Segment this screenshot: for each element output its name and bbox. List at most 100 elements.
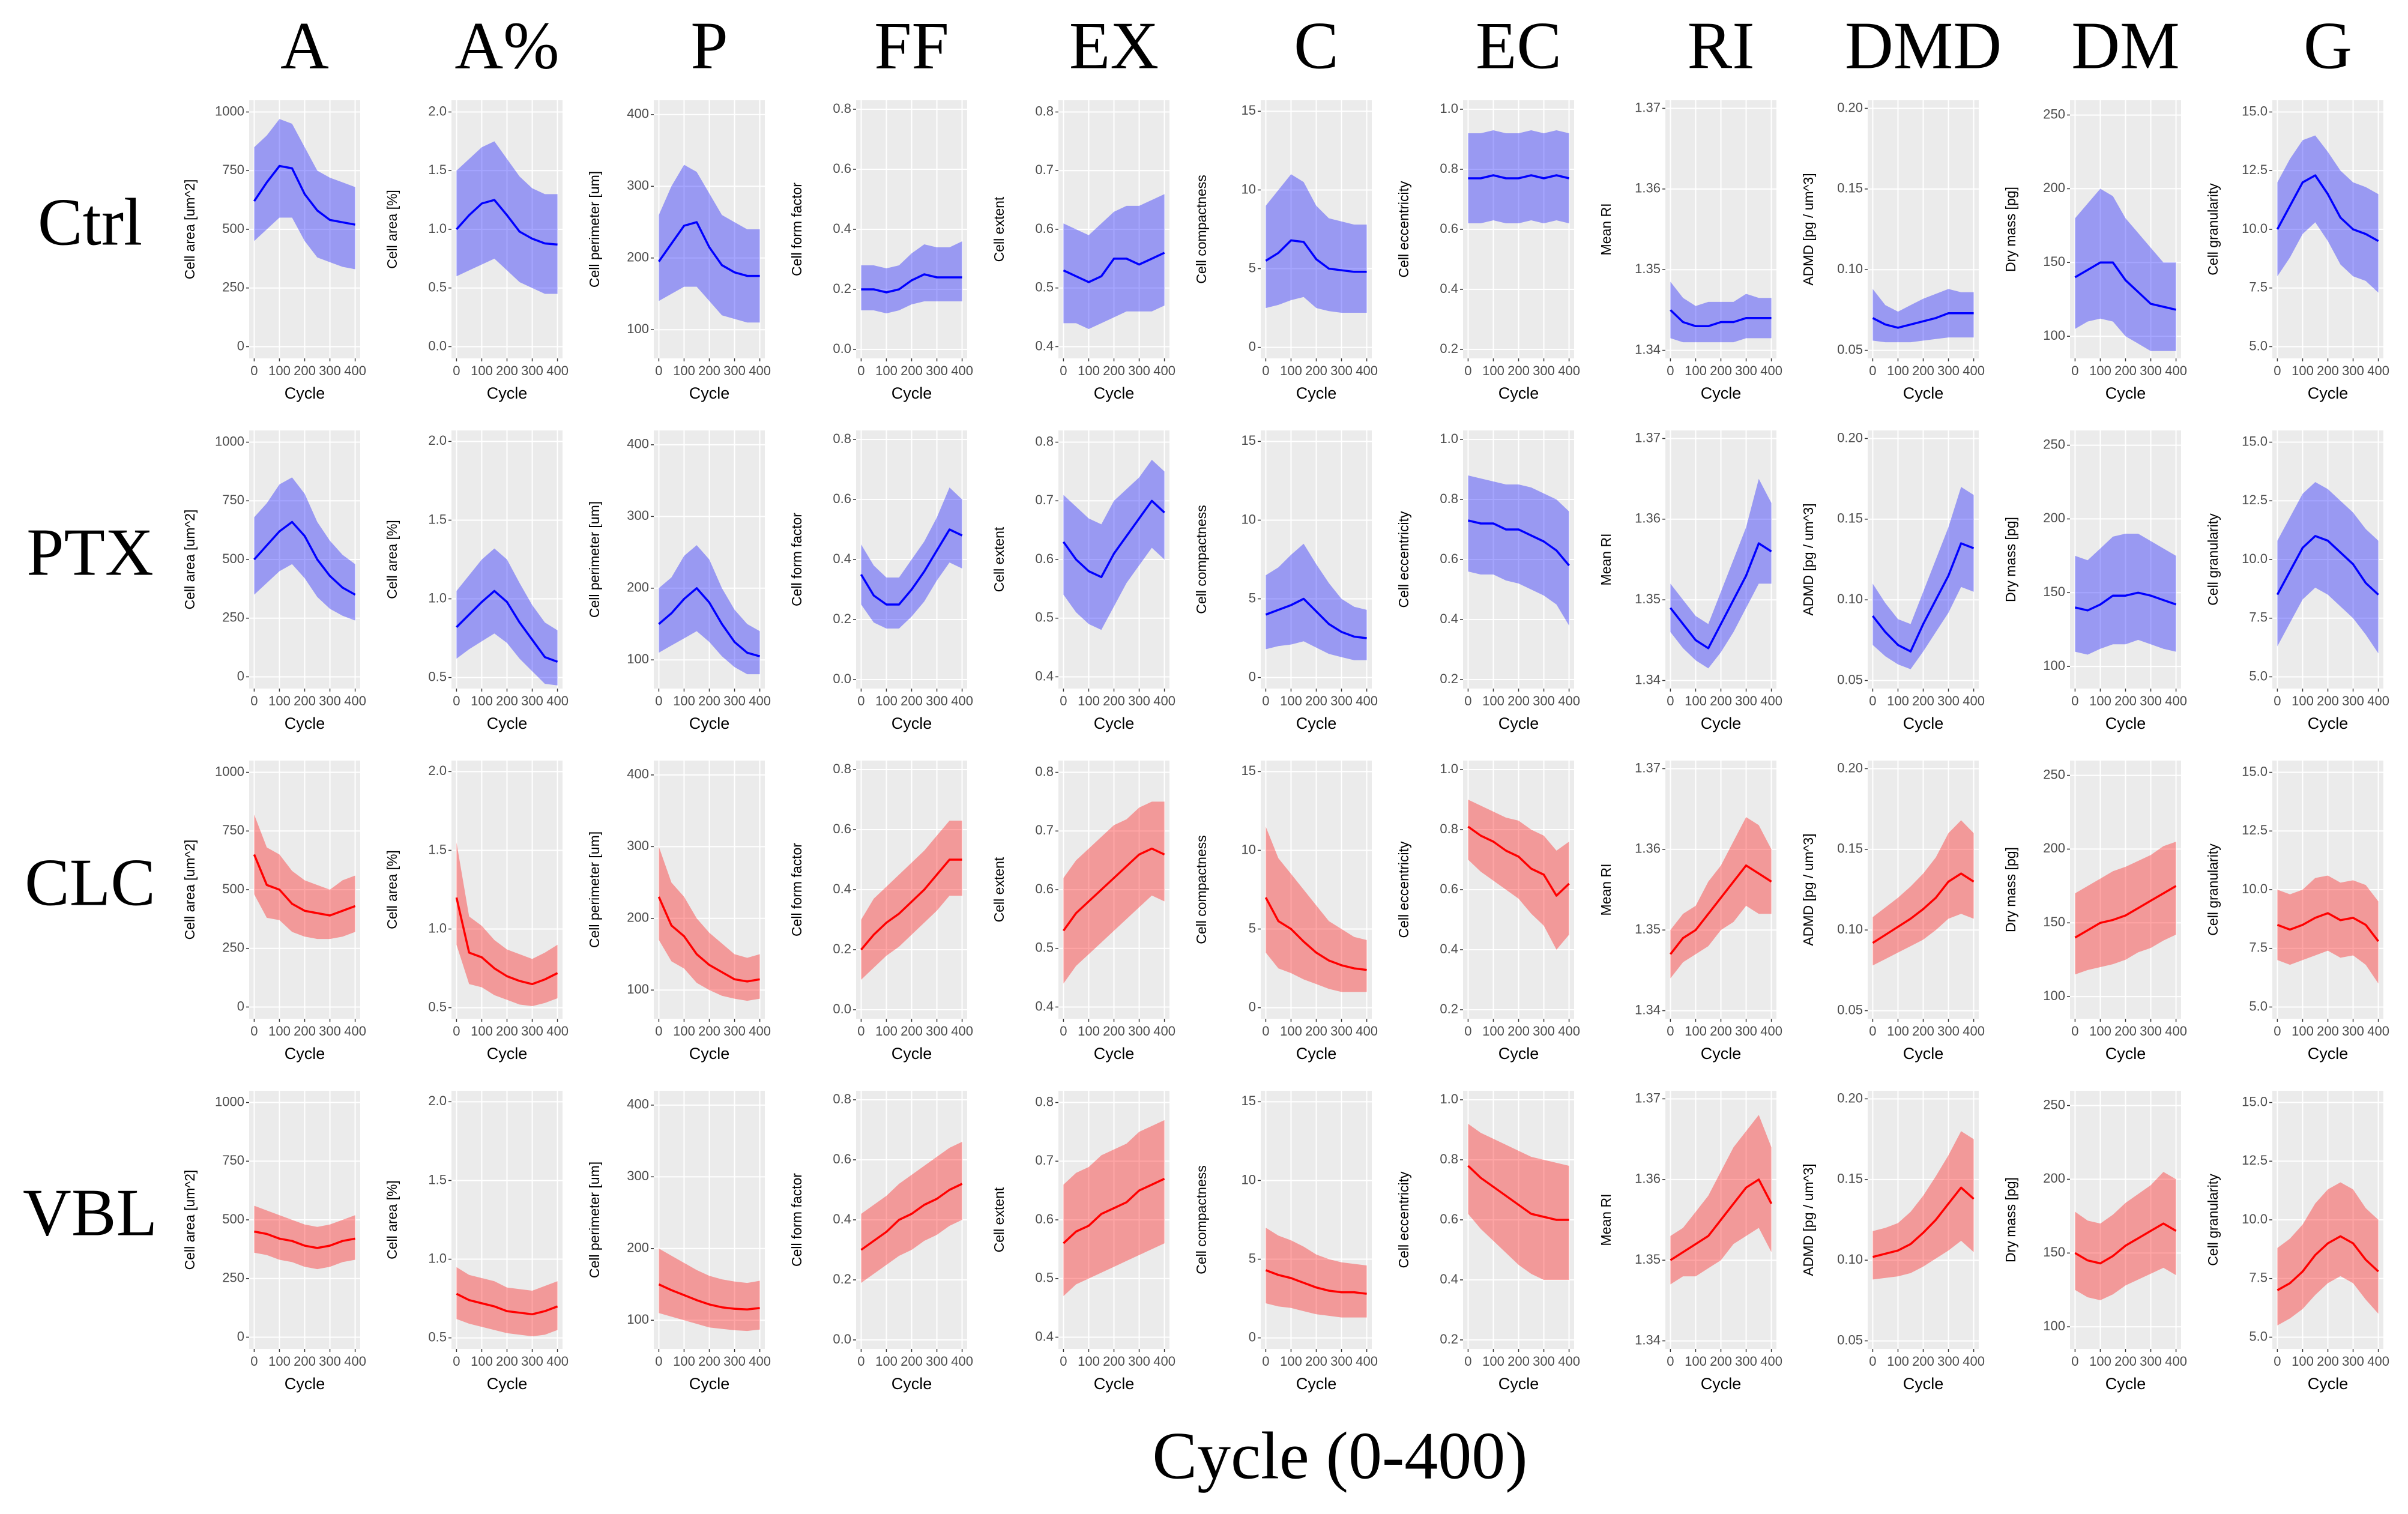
mean-line <box>1670 542 1772 650</box>
x-tick-label: 100 <box>1280 1024 1302 1039</box>
x-axis-label: Cycle <box>892 1045 932 1063</box>
panel: 0.2 0.4 0.6 0.8 1.0 0 100 200 300 400 Cycle Cell ec… <box>1396 100 1580 402</box>
y-tick-label: 1.35 <box>1635 591 1661 606</box>
x-tick-label: 400 <box>1760 693 1782 708</box>
mean-line <box>2277 1235 2379 1291</box>
y-axis-label: Cell area [%] <box>384 190 400 269</box>
x-tick-label: 200 <box>1103 693 1125 708</box>
y-tick-label: 7.5 <box>2249 1270 2268 1285</box>
x-axis-label: Cycle <box>487 1045 528 1063</box>
y-tick-label: 1.0 <box>1440 101 1458 116</box>
x-tick-label: 300 <box>1330 1024 1353 1039</box>
x-tick-label: 100 <box>1685 1024 1707 1039</box>
x-tick-label: 200 <box>698 1354 720 1369</box>
x-tick-label: 0 <box>2274 1354 2281 1369</box>
y-tick-label: 10 <box>1242 511 1256 526</box>
x-tick-label: 0 <box>453 1024 460 1039</box>
y-tick-label: 1.0 <box>1440 431 1458 446</box>
x-tick-label: 0 <box>1060 693 1067 708</box>
x-tick-label: 200 <box>901 363 923 378</box>
x-tick-label: 100 <box>673 1354 695 1369</box>
y-tick-label: 0.0 <box>833 1332 851 1347</box>
y-axis-label: Cell extent <box>991 1187 1007 1252</box>
y-tick-label: 0.4 <box>1035 998 1054 1013</box>
x-tick-label: 300 <box>1128 1354 1150 1369</box>
y-tick-label: 0.0 <box>833 341 851 356</box>
y-tick-label: 0 <box>1249 339 1256 354</box>
x-axis-label: Cycle <box>2105 1375 2146 1393</box>
y-tick-label: 250 <box>222 280 244 295</box>
x-tick-label: 100 <box>673 693 695 708</box>
y-tick-label: 0.6 <box>1035 881 1054 896</box>
x-tick-label: 400 <box>2367 1354 2389 1369</box>
error-band <box>2277 875 2379 984</box>
error-band <box>2075 1172 2176 1300</box>
x-tick-label: 100 <box>2089 1354 2111 1369</box>
x-tick-label: 0 <box>2274 693 2281 708</box>
x-tick-label: 100 <box>2292 1024 2314 1039</box>
x-tick-label: 400 <box>546 363 569 378</box>
x-tick-label: 100 <box>2292 1354 2314 1369</box>
x-tick-label: 200 <box>901 693 923 708</box>
x-tick-label: 100 <box>1482 363 1504 378</box>
x-tick-label: 100 <box>471 693 493 708</box>
x-tick-label: 300 <box>2140 1354 2162 1369</box>
y-axis-label: Mean RI <box>1598 864 1614 916</box>
error-band <box>1063 459 1165 630</box>
x-axis-label: Cycle <box>1094 384 1135 402</box>
panel: 0.2 0.4 0.6 0.8 1.0 0 100 200 300 400 Cycle Cell ec… <box>1396 430 1580 732</box>
x-tick-label: 200 <box>1305 1024 1327 1039</box>
y-tick-label: 1.35 <box>1635 921 1661 936</box>
panel: 0 250 500 750 1000 0 100 200 300 400 Cycle Cell are… <box>182 1091 366 1393</box>
y-axis-label: Cell compactness <box>1193 1165 1209 1274</box>
y-tick-label: 0.2 <box>833 1271 851 1286</box>
y-tick-label: 0.15 <box>1837 841 1863 856</box>
y-tick-label: 1.36 <box>1635 841 1661 856</box>
y-tick-label: 300 <box>627 1168 649 1183</box>
y-tick-label: 0 <box>1249 1329 1256 1344</box>
x-tick-label: 400 <box>2165 693 2187 708</box>
error-band <box>1670 478 1772 669</box>
x-tick-label: 100 <box>875 363 898 378</box>
y-tick-label: 0.0 <box>428 338 447 353</box>
x-tick-label: 400 <box>2367 1024 2389 1039</box>
y-tick-label: 0.8 <box>833 101 851 116</box>
y-tick-label: 0 <box>237 338 244 353</box>
y-tick-label: 7.5 <box>2249 940 2268 955</box>
y-tick-label: 1.37 <box>1635 760 1661 775</box>
panel: 0.4 0.5 0.6 0.7 0.8 0 100 200 300 400 Cycle Cell ex… <box>991 761 1175 1063</box>
x-tick-label: 200 <box>698 363 720 378</box>
x-tick-label: 300 <box>1533 1024 1555 1039</box>
y-tick-label: 7.5 <box>2249 610 2268 625</box>
x-tick-label: 400 <box>344 1354 366 1369</box>
y-tick-label: 5.0 <box>2249 668 2268 683</box>
x-tick-label: 0 <box>250 1024 258 1039</box>
x-tick-label: 300 <box>926 693 948 708</box>
x-tick-label: 200 <box>2114 1354 2137 1369</box>
x-tick-label: 200 <box>1710 693 1732 708</box>
x-tick-label: 200 <box>294 693 316 708</box>
y-axis-label: Cell compactness <box>1193 505 1209 614</box>
error-band <box>456 842 558 1006</box>
error-band <box>1468 1124 1569 1280</box>
y-tick-label: 0.8 <box>833 761 851 776</box>
x-axis-label: Cycle <box>1701 1375 1742 1393</box>
x-tick-label: 0 <box>1262 693 1269 708</box>
x-axis-label: Cycle <box>1498 1045 1539 1063</box>
y-tick-label: 0 <box>237 998 244 1013</box>
mean-line <box>1670 309 1772 328</box>
y-axis-label: ADMD [pg / um^3] <box>1800 833 1816 945</box>
y-tick-label: 250 <box>222 610 244 625</box>
x-tick-label: 100 <box>875 1024 898 1039</box>
error-band <box>861 487 962 629</box>
mean-line <box>455 897 558 986</box>
x-tick-label: 300 <box>1128 363 1150 378</box>
mean-line <box>1265 239 1367 273</box>
y-tick-label: 0.4 <box>1440 611 1458 626</box>
x-axis-label: Cycle <box>1701 384 1742 402</box>
x-axis-label: Cycle <box>285 1045 325 1063</box>
y-tick-label: 0.5 <box>428 280 447 295</box>
y-tick-label: 5 <box>1249 1250 1256 1265</box>
y-tick-label: 0.5 <box>1035 1270 1054 1285</box>
